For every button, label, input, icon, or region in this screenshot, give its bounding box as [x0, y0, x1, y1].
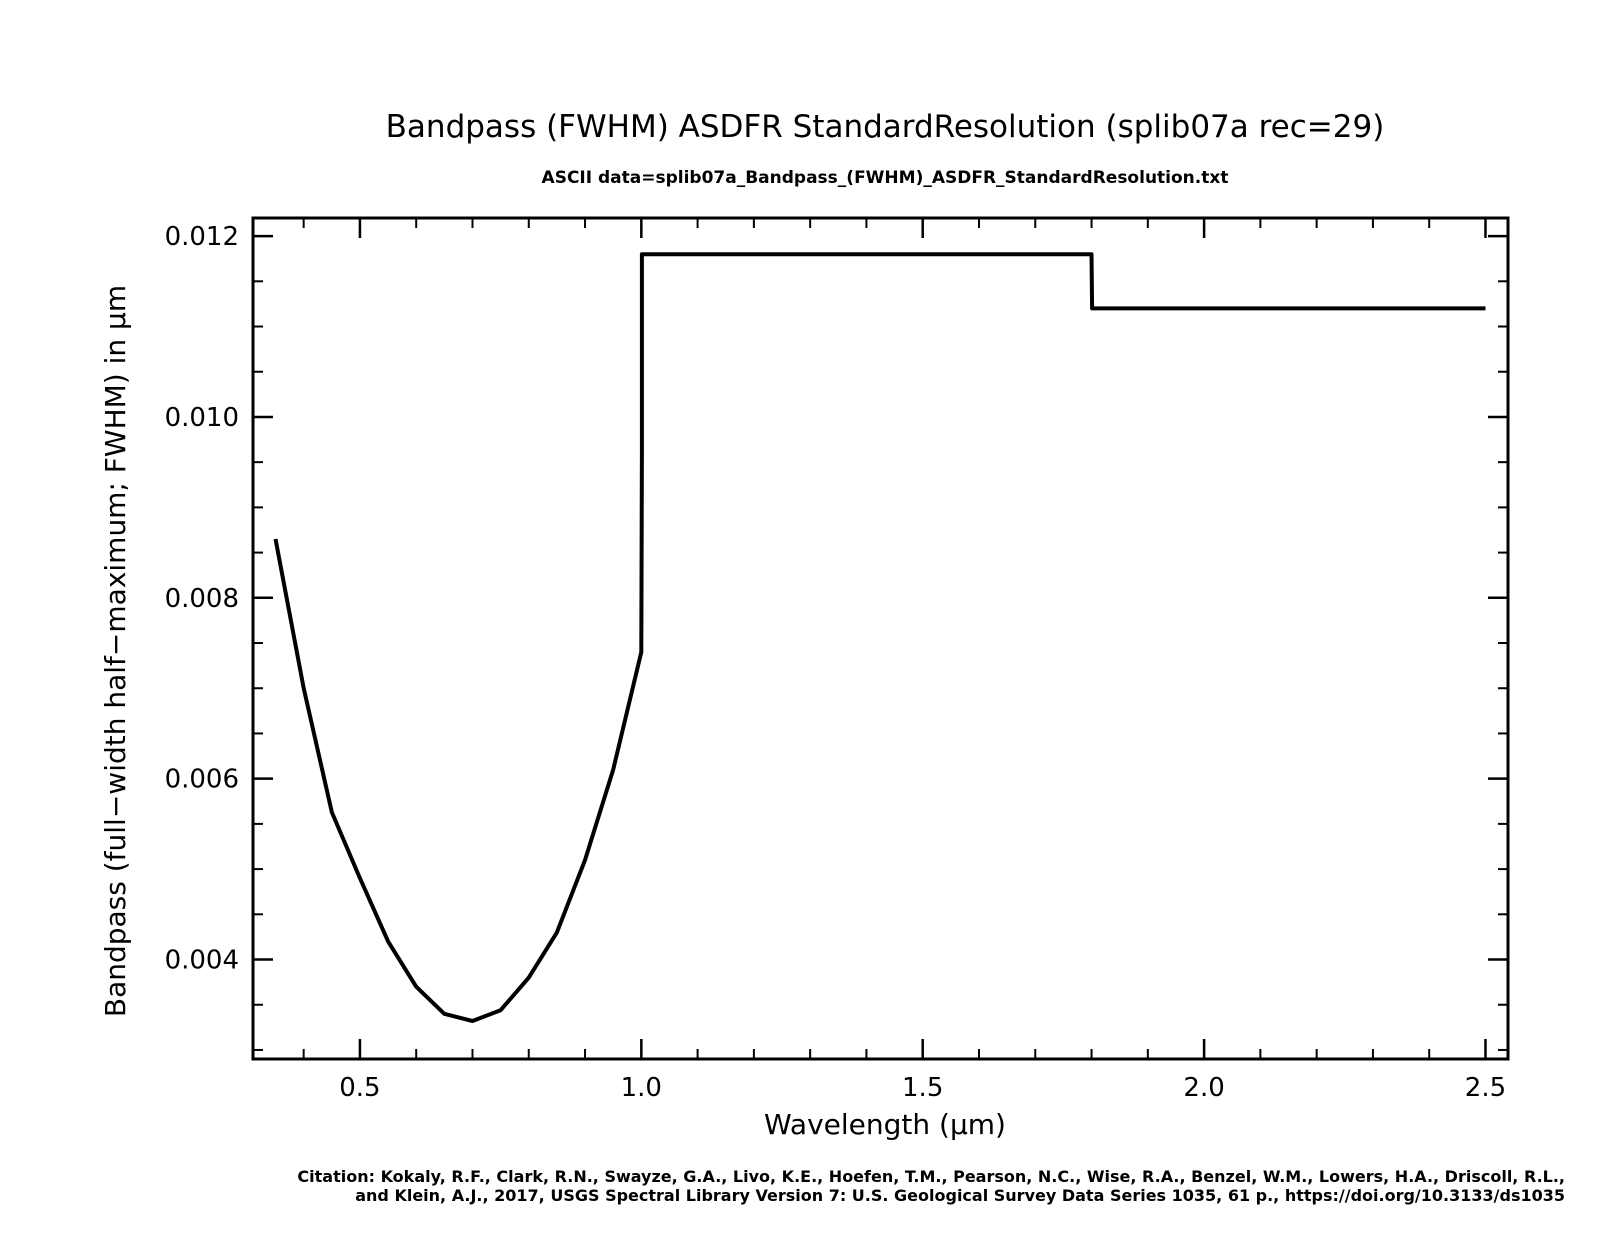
y-tick-label: 0.008: [165, 584, 239, 614]
x-tick-label: 2.5: [1465, 1073, 1506, 1103]
y-tick-label: 0.010: [165, 403, 239, 433]
citation-line-2: and Klein, A.J., 2017, USGS Spectral Lib…: [355, 1186, 1565, 1205]
y-tick-label: 0.004: [165, 946, 239, 976]
x-tick-label: 2.0: [1183, 1073, 1224, 1103]
x-tick-label: 1.0: [621, 1073, 662, 1103]
plot-frame: [251, 216, 1510, 1061]
citation-line-1: Citation: Kokaly, R.F., Clark, R.N., Swa…: [297, 1167, 1565, 1186]
chart-title: Bandpass (FWHM) ASDFR StandardResolution…: [386, 109, 1385, 145]
plot-area: 0.5 1.0 1.5 2.0 2.5 0.004 0.006 0.008 0.010 0.012: [165, 216, 1510, 1103]
x-tick-label: 1.5: [902, 1073, 943, 1103]
series-line: [273, 252, 1486, 1023]
y-tick-label: 0.012: [165, 222, 239, 252]
chart-subtitle: ASCII data=splib07a_Bandpass_(FWHM)_ASDF…: [542, 168, 1229, 188]
y-axis-label: Bandpass (full−width half−maximum; FWHM)…: [99, 285, 132, 1017]
y-tick-label: 0.006: [165, 765, 239, 795]
x-tick-label: 0.5: [339, 1073, 380, 1103]
x-axis-label: Wavelength (μm): [764, 1108, 1006, 1141]
